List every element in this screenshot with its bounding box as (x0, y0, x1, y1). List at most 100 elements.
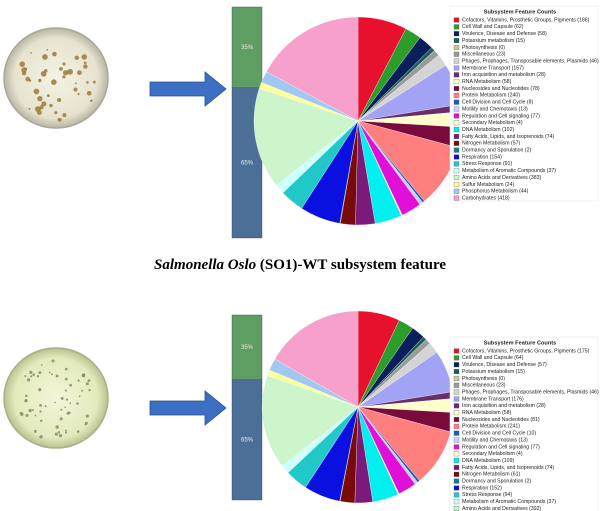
pie-slice (261, 375, 359, 467)
legend-label: Virulence, Disease and Defense (57) (462, 362, 547, 368)
legend-label: Phosphorus Metabolism (44) (462, 189, 529, 195)
colony (57, 97, 62, 103)
colony (76, 402, 79, 405)
legend-label: Virulence, Disease and Defense (58) (462, 31, 547, 37)
colony (64, 377, 68, 381)
colony (51, 359, 55, 363)
legend-label: Nucleosides and Nucleotides (81) (462, 417, 540, 423)
legend-label: Nucleosides and Nucleotides (78) (462, 86, 540, 92)
colony (54, 401, 56, 404)
legend-label: Metabolism of Aromatic Compounds (37) (462, 168, 556, 174)
legend-label: Motility and Chemotaxis (13) (462, 437, 528, 443)
colony (81, 54, 87, 60)
legend-swatch (453, 161, 460, 167)
petri-dish-bottom (3, 347, 109, 449)
colony (28, 408, 32, 413)
colony (25, 394, 28, 398)
colony (73, 87, 78, 92)
bar-segment (231, 314, 263, 380)
colony (81, 373, 86, 378)
colony (25, 76, 31, 82)
legend-title: Subsystem Feature Counts (484, 340, 556, 346)
legend-swatch (453, 396, 460, 402)
legend-label: Nitrogen Metabolism (57) (462, 141, 521, 147)
legend-label: Potassium metabolism (15) (462, 38, 525, 44)
legend-label: Dormancy and Sporulation (2) (462, 148, 531, 154)
colony (74, 82, 77, 85)
pie-slice (253, 88, 359, 186)
colony (67, 68, 73, 75)
legend-label: Motility and Chemotaxis (13) (462, 106, 528, 112)
colony (44, 405, 47, 408)
legend-swatch (453, 485, 460, 491)
legend-swatch (453, 79, 460, 85)
colony (33, 88, 40, 95)
legend-swatch (453, 444, 460, 450)
colony (19, 61, 26, 67)
legend-label: Amino Acids and Derivatives (383) (462, 175, 542, 181)
legend-label: DNA Metabolism (102) (462, 127, 514, 133)
colony (60, 396, 64, 400)
legend-swatch (453, 92, 460, 98)
legend-swatch (453, 106, 460, 112)
colony (62, 70, 69, 76)
legend-swatch (453, 51, 460, 57)
bar-value-label: 65% (241, 437, 254, 443)
colony (64, 389, 67, 392)
legend-label: Cofactors, Vitamins, Prosthetic Groups, … (462, 348, 590, 354)
colony (34, 414, 37, 417)
legend-swatch (453, 65, 460, 71)
legend-label: DNA Metabolism (109) (462, 458, 514, 464)
legend-swatch (453, 140, 460, 146)
legend-label: Regulation and Cell signaling (77) (462, 113, 540, 119)
legend-swatch (453, 464, 460, 470)
legend-label: Amino Acids and Derivatives (392) (462, 506, 542, 511)
colony (41, 101, 47, 107)
petri-dish-top (3, 27, 109, 129)
colony (55, 425, 59, 429)
legend-swatch (453, 492, 460, 498)
legend-swatch (453, 499, 460, 505)
colony (40, 364, 43, 366)
colony (83, 64, 88, 69)
legend-swatch (453, 410, 460, 416)
legend-label: Protein Metabolism (241) (462, 424, 520, 430)
legend-swatch (453, 362, 460, 368)
colony (81, 389, 84, 392)
colony (39, 105, 44, 110)
colony (38, 388, 42, 392)
legend-swatch (453, 506, 460, 511)
legend-swatch (453, 44, 460, 50)
legend-swatch (453, 369, 460, 374)
colony (24, 67, 28, 71)
legend-label: Fatty Acids, Lipids, and Isoprenoids (74… (462, 134, 555, 140)
legend-swatch (453, 417, 460, 422)
legend-swatch (453, 127, 460, 133)
legend-label: RNA Metabolism (58) (462, 79, 512, 85)
bar-value-label: 35% (241, 45, 254, 51)
legend-label: Membrane Transport (157) (462, 65, 524, 71)
legend-label: Cofactors, Vitamins, Prosthetic Groups, … (462, 17, 590, 23)
legend-box (449, 5, 599, 202)
legend-swatch (453, 147, 460, 153)
legend-swatch (453, 355, 460, 361)
colony (29, 370, 33, 375)
colony (49, 103, 53, 108)
arrow (149, 71, 227, 107)
colony (69, 383, 73, 387)
legend-label: Metabolism of Aromatic Compounds (37) (462, 499, 556, 505)
pie-slice (266, 16, 359, 122)
legend-label: Respiration (154) (462, 154, 502, 160)
legend-swatch (453, 168, 460, 174)
colony (64, 406, 66, 409)
legend-swatch (453, 58, 460, 64)
caption-rest: (SO1)-WT subsystem feature (256, 257, 446, 273)
legend-swatch (453, 86, 460, 91)
bar-segment (231, 6, 263, 89)
colony (65, 398, 69, 401)
colony (67, 411, 71, 415)
colony (87, 379, 91, 383)
arrow (149, 390, 227, 426)
legend-label: Phages, Prophages, Transposable elements… (462, 58, 599, 64)
colony (64, 367, 68, 371)
